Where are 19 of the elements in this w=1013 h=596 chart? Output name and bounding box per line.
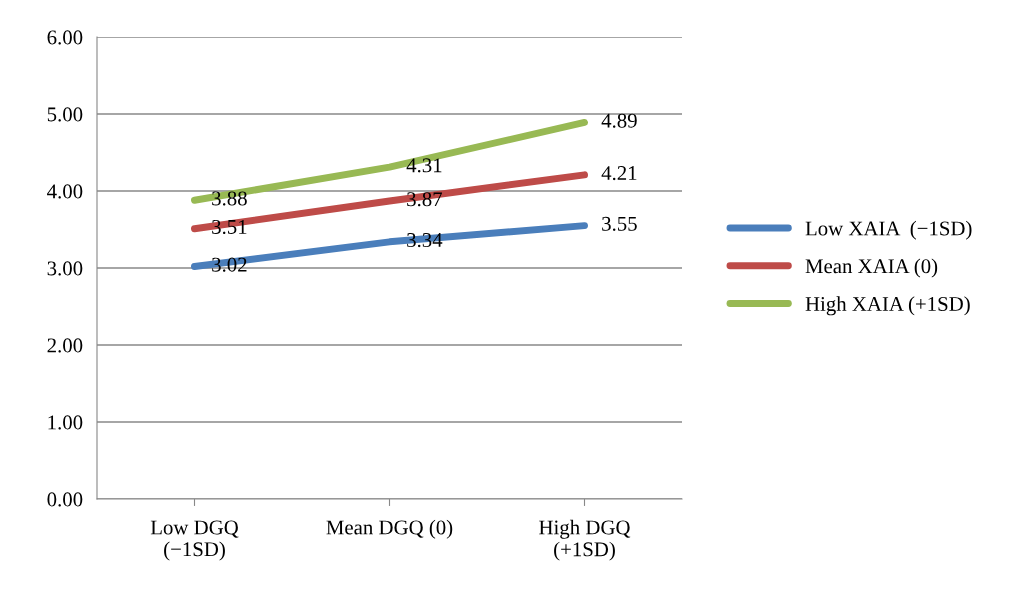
legend-label: Mean XAIA (0) — [805, 258, 938, 278]
x-tick-label: Low DGQ (−1SD) — [150, 520, 239, 561]
y-tick-label: 0.00 — [47, 492, 83, 507]
data-label: 3.51 — [212, 219, 247, 235]
y-tick-label: 1.00 — [48, 415, 83, 430]
x-tick-label: Mean DGQ (0) — [326, 519, 453, 539]
data-label: 4.31 — [406, 158, 442, 173]
y-tick-label: 2.00 — [47, 338, 83, 353]
data-label: 3.55 — [602, 216, 637, 231]
data-label: 4.21 — [601, 166, 637, 181]
y-tick-label: 6.00 — [47, 30, 83, 45]
y-tick-label: 4.00 — [47, 184, 83, 199]
legend-label: High XAIA (+1SD) — [805, 296, 970, 316]
data-label: 3.87 — [407, 192, 443, 207]
y-tick-label: 3.00 — [47, 261, 83, 276]
data-label: 4.89 — [601, 113, 637, 128]
legend-label: Low XAIA (−1SD) — [805, 220, 972, 240]
y-tick-label: 5.00 — [47, 107, 83, 122]
x-tick-label: High DGQ (+1SD) — [539, 519, 631, 561]
